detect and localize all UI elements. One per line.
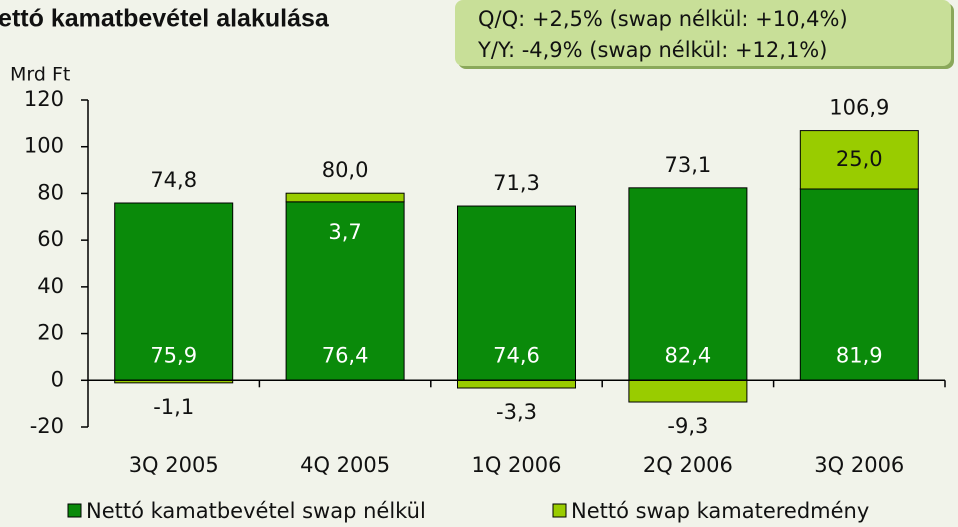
y-tick-label: 40 xyxy=(37,274,64,298)
value-label: 75,9 xyxy=(150,343,197,367)
bar-segment xyxy=(799,188,919,381)
bar-segment xyxy=(285,201,405,381)
value-label: 74,6 xyxy=(493,343,540,367)
value-label: -1,1 xyxy=(153,395,194,419)
y-tick-label: 120 xyxy=(24,87,64,111)
y-tick-label: 20 xyxy=(37,321,64,345)
x-tick-label: 2Q 2006 xyxy=(643,453,733,477)
total-label: 71,3 xyxy=(493,171,540,195)
bar-segment xyxy=(457,379,576,389)
chart-title: Nettó kamatbevétel alakulása xyxy=(0,5,330,33)
bar-segment xyxy=(628,187,748,381)
x-tick-label: 1Q 2006 xyxy=(471,453,561,477)
x-tick-label: 3Q 2005 xyxy=(129,453,219,477)
value-label: 3,7 xyxy=(328,220,361,244)
total-label: 80,0 xyxy=(322,158,369,182)
legend-swatch xyxy=(67,503,82,518)
total-label: 106,9 xyxy=(829,96,889,120)
value-label: 25,0 xyxy=(836,147,883,171)
y-axis-label: Mrd Ft xyxy=(10,64,70,86)
y-tick-label: 60 xyxy=(37,227,64,251)
value-label: 76,4 xyxy=(322,343,369,367)
annotation: Y/Y: -4,9% (swap nélkül: +12,1%) xyxy=(477,38,827,62)
total-label: 73,1 xyxy=(665,153,712,177)
bar-segment xyxy=(285,192,405,203)
bar-segment xyxy=(628,379,748,403)
y-tick-label: -20 xyxy=(30,414,64,438)
bar-segment xyxy=(799,130,919,190)
legend-swatch xyxy=(552,503,567,518)
total-label: 74,8 xyxy=(150,168,197,192)
annotation: Q/Q: +2,5% (swap nélkül: +10,4%) xyxy=(478,7,848,31)
annotation-box xyxy=(455,0,951,66)
x-tick-label: 3Q 2006 xyxy=(814,453,904,477)
value-label: -3,3 xyxy=(496,400,537,424)
legend-label: Nettó swap kamateredmény xyxy=(571,499,869,523)
value-label: -9,3 xyxy=(667,414,708,438)
y-tick-label: 0 xyxy=(51,367,64,391)
bar-segment xyxy=(114,202,234,381)
legend-label: Nettó kamatbevétel swap nélkül xyxy=(86,499,426,523)
value-label: 81,9 xyxy=(836,343,883,367)
y-tick-label: 80 xyxy=(37,180,64,204)
x-tick-label: 4Q 2005 xyxy=(300,453,390,477)
value-label: 82,4 xyxy=(665,343,712,367)
y-tick-label: 100 xyxy=(24,134,64,158)
bar-segment xyxy=(457,205,576,381)
